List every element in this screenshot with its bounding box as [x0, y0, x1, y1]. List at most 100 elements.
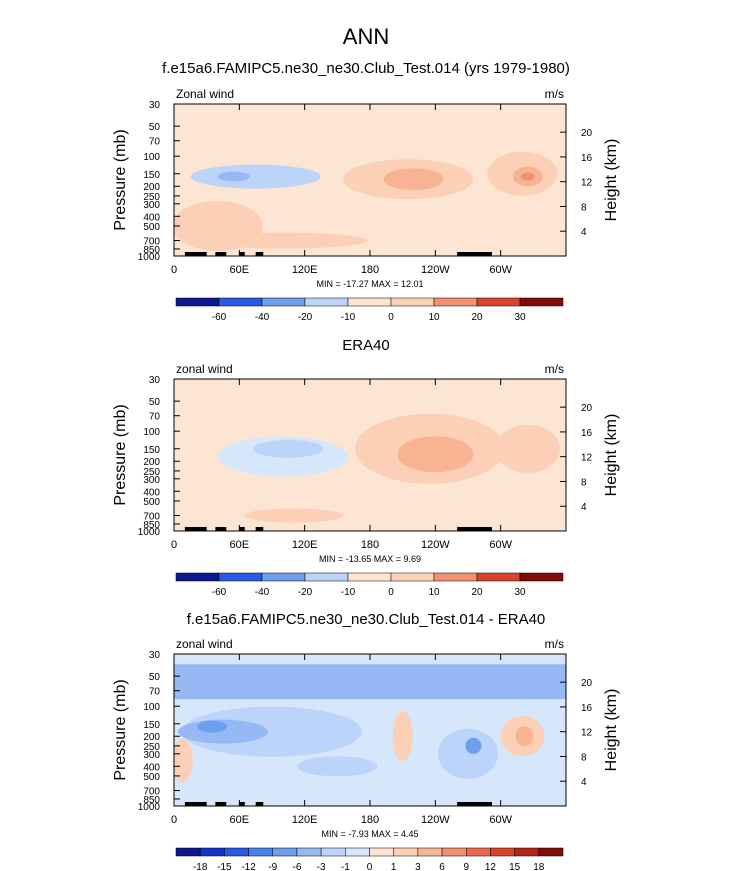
topography: [239, 252, 245, 256]
colorbar-label: -9: [268, 862, 277, 871]
colorbar-label: -18: [193, 862, 208, 871]
colorbar-label: -3: [317, 862, 326, 871]
units-label: m/s: [545, 87, 564, 101]
colorbar-box: [347, 297, 392, 307]
contour-region: [197, 232, 368, 249]
colorbar-label: -1: [341, 862, 350, 871]
x-tick-label: 120W: [421, 814, 450, 826]
colorbar-box: [514, 847, 540, 857]
colorbar-label: 30: [514, 312, 526, 323]
y-tick-label: 1000: [138, 252, 161, 263]
y-tick-right-label: 12: [581, 728, 593, 739]
y-tick-label: 100: [143, 427, 160, 438]
colorbar-box: [224, 847, 249, 857]
colorbar-label: 3: [415, 862, 421, 871]
y-tick-right-label: 16: [581, 428, 593, 439]
y-tick-label: 50: [149, 122, 161, 133]
field-label: Zonal wind: [176, 87, 234, 101]
colorbar-box: [296, 847, 322, 857]
colorbar-box: [218, 572, 263, 582]
colorbar-box: [347, 572, 392, 582]
y-axis-title: Pressure (mb): [112, 129, 129, 230]
contour-region: [297, 756, 378, 777]
topography: [457, 802, 492, 806]
y-tick-label: 70: [149, 412, 161, 423]
colorbar-label: 0: [388, 312, 394, 323]
contour-region: [217, 171, 250, 182]
colorbar: -60 -40 -20 -10 0 10 20 30: [175, 572, 564, 598]
stats-label: MIN = -13.65 MAX = 9.69: [319, 554, 421, 564]
y-tick-right-label: 8: [581, 752, 587, 763]
colorbar-box: [490, 847, 515, 857]
y-tick-label: 500: [143, 772, 160, 783]
topography: [255, 527, 264, 531]
x-tick-label: 60W: [489, 264, 512, 276]
panel-title: f.e15a6.FAMIPC5.ne30_ne30.Club_Test.014 …: [162, 60, 570, 77]
y-tick-label: 200: [143, 182, 160, 193]
colorbar-label: 10: [428, 587, 440, 598]
colorbar-label: -10: [341, 312, 356, 323]
colorbar-label: 18: [533, 862, 545, 871]
x-tick-label: 120W: [421, 264, 450, 276]
y-tick-label: 250: [143, 467, 160, 478]
colorbar-label: -6: [292, 862, 301, 871]
contour-region: [495, 424, 560, 473]
y-tick-label: 250: [143, 192, 160, 203]
y-tick-label: 50: [149, 672, 161, 683]
x-tick-label: 120W: [421, 539, 450, 551]
colorbar-box: [345, 847, 370, 857]
contour-region: [438, 728, 498, 779]
x-tick-label: 60E: [230, 814, 250, 826]
colorbar-label: 9: [463, 862, 469, 871]
y-axis-title: Pressure (mb): [112, 679, 129, 780]
colorbar-box: [393, 847, 419, 857]
y-tick-label: 100: [143, 702, 160, 713]
y-tick-label: 400: [143, 487, 160, 498]
colorbar-box: [390, 297, 435, 307]
colorbar-box: [519, 297, 564, 307]
colorbar-box: [433, 572, 478, 582]
y-tick-label: 400: [143, 762, 160, 773]
y-tick-label: 300: [143, 750, 160, 761]
colorbar-box: [304, 297, 349, 307]
contour-region: [243, 508, 344, 523]
colorbar-box: [476, 572, 521, 582]
colorbar-box: [433, 297, 478, 307]
topography: [239, 527, 245, 531]
colorbar-box: [417, 847, 443, 857]
y-tick-label: 30: [149, 375, 161, 386]
colorbar-box: [218, 297, 263, 307]
y-tick-label: 150: [143, 720, 160, 731]
y-tick-right-label: 8: [581, 477, 587, 488]
topography: [215, 252, 227, 256]
colorbar-label: 20: [471, 312, 483, 323]
colorbar-label: 10: [428, 312, 440, 323]
contour-band: [174, 664, 566, 700]
colorbar-box: [272, 847, 298, 857]
colorbar-label: 30: [514, 587, 526, 598]
panel-title: ERA40: [342, 337, 390, 354]
x-tick-label: 0: [171, 539, 177, 551]
figure-title: ANN: [343, 24, 389, 49]
y-tick-label: 200: [143, 457, 160, 468]
colorbar-label: -20: [298, 587, 313, 598]
contour-region: [465, 737, 482, 754]
units-label: m/s: [545, 637, 564, 651]
colorbar-label: -15: [217, 862, 232, 871]
colorbar-box: [248, 847, 273, 857]
field-label: zonal wind: [176, 637, 233, 651]
contour-region: [197, 720, 228, 733]
y-tick-label: 100: [143, 152, 160, 163]
y-tick-label: 850: [143, 520, 160, 531]
y-tick-label: 700: [143, 237, 160, 248]
x-tick-label: 0: [171, 814, 177, 826]
y-tick-right-label: 4: [581, 227, 587, 238]
y-axis-right-title: Height (km): [603, 414, 620, 497]
y-tick-label: 150: [143, 170, 160, 181]
y-tick-right-label: 12: [581, 453, 593, 464]
colorbar-label: 12: [485, 862, 497, 871]
y-tick-label: 850: [143, 245, 160, 256]
colorbar-box: [261, 572, 306, 582]
field-label: zonal wind: [176, 362, 233, 376]
colorbar: -60 -40 -20 -10 0 10 20 30: [175, 297, 564, 323]
